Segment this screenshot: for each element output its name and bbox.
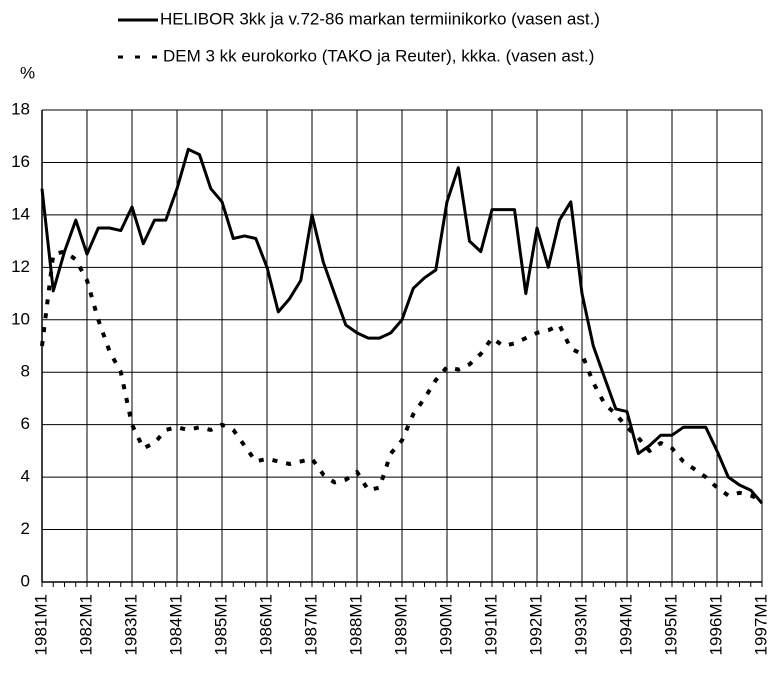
x-tick-label: 1987M1: [301, 594, 320, 655]
y-tick-label: 16: [11, 152, 30, 171]
y-tick-label: 8: [21, 362, 30, 381]
y-tick-label: 18: [11, 99, 30, 118]
x-tick-label: 1988M1: [346, 594, 365, 655]
x-tick-label: 1993M1: [571, 594, 590, 655]
x-tick-label: 1994M1: [616, 594, 635, 655]
y-tick-label: 12: [11, 257, 30, 276]
x-tick-label: 1996M1: [706, 594, 725, 655]
x-tick-label: 1982M1: [76, 594, 95, 655]
x-tick-label: 1983M1: [121, 594, 140, 655]
legend-label: DEM 3 kk eurokorko (TAKO ja Reuter), kkk…: [163, 46, 594, 65]
y-axis-label: %: [20, 63, 35, 82]
x-tick-label: 1985M1: [211, 594, 230, 655]
x-tick-label: 1984M1: [166, 594, 185, 655]
x-tick-label: 1995M1: [661, 594, 680, 655]
data-line: [40, 147, 764, 505]
legend-label: HELIBOR 3kk ja v.72-86 markan termiiniko…: [160, 9, 600, 28]
x-tick-label: 1989M1: [391, 594, 410, 655]
y-tick-label: 10: [11, 309, 30, 328]
y-tick-label: 0: [21, 571, 30, 590]
x-tick-label: 1990M1: [436, 594, 455, 655]
y-tick-label: 4: [21, 467, 30, 486]
x-tick-label: 1986M1: [256, 594, 275, 655]
y-tick-label: 2: [21, 519, 30, 538]
x-tick-label: 1997M1: [751, 594, 768, 655]
x-tick-label: 1991M1: [481, 594, 500, 655]
y-tick-label: 14: [11, 204, 30, 223]
data-line: [40, 249, 763, 503]
x-tick-label: 1992M1: [526, 594, 545, 655]
y-tick-label: 6: [21, 414, 30, 433]
x-tick-label: 1981M1: [31, 594, 50, 655]
